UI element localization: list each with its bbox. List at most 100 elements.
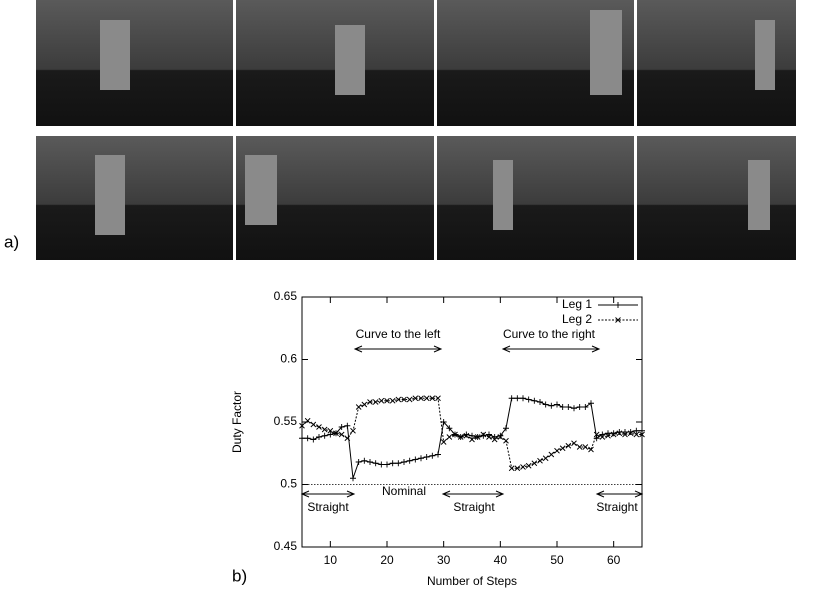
marker xyxy=(571,440,577,447)
marker xyxy=(486,434,492,440)
photo xyxy=(637,136,796,260)
panel-label: b) xyxy=(232,566,247,585)
marker xyxy=(582,444,589,450)
y-tick-label: 0.6 xyxy=(280,352,297,366)
marker xyxy=(474,434,481,440)
marker xyxy=(321,426,328,433)
marker xyxy=(469,432,475,439)
marker xyxy=(582,404,589,410)
x-tick-label: 40 xyxy=(494,553,508,567)
marker xyxy=(542,401,549,408)
marker xyxy=(316,424,322,430)
marker xyxy=(429,452,436,459)
marker xyxy=(548,402,555,409)
marker xyxy=(497,432,504,439)
marker xyxy=(554,447,560,454)
marker xyxy=(299,422,305,429)
marker xyxy=(316,434,322,440)
marker xyxy=(616,430,623,437)
marker xyxy=(593,431,600,438)
marker xyxy=(627,429,634,435)
marker xyxy=(457,434,464,440)
marker xyxy=(610,430,617,437)
marker xyxy=(338,431,345,438)
marker xyxy=(514,395,521,402)
marker xyxy=(610,431,617,438)
marker xyxy=(463,432,470,439)
marker xyxy=(588,400,594,407)
marker xyxy=(616,429,623,435)
arrow-head xyxy=(501,345,601,353)
marker xyxy=(503,437,509,444)
marker xyxy=(406,396,413,403)
y-axis-label: Duty Factor xyxy=(230,391,244,453)
arrow-head xyxy=(441,490,505,498)
x-tick-label: 50 xyxy=(550,553,564,567)
marker xyxy=(440,419,447,425)
annotation: Curve to the left xyxy=(356,327,441,341)
marker xyxy=(497,434,504,440)
marker xyxy=(599,434,606,440)
annotation: Curve to the right xyxy=(503,327,596,341)
photo xyxy=(36,136,233,260)
marker xyxy=(401,396,407,403)
robot xyxy=(493,160,513,230)
robot xyxy=(748,160,770,230)
marker xyxy=(372,460,379,467)
marker xyxy=(435,451,441,458)
marker xyxy=(633,431,640,438)
marker xyxy=(525,462,532,469)
marker xyxy=(520,395,526,402)
marker xyxy=(508,395,515,402)
marker xyxy=(344,435,351,442)
marker xyxy=(406,457,413,464)
photo-grid xyxy=(36,0,796,260)
marker xyxy=(559,445,566,452)
marker xyxy=(565,404,572,410)
marker xyxy=(548,451,555,458)
marker xyxy=(310,421,317,428)
marker xyxy=(605,432,611,439)
marker xyxy=(412,456,419,463)
x-tick-label: 20 xyxy=(380,553,394,567)
marker xyxy=(469,436,475,443)
marker xyxy=(520,464,526,470)
marker xyxy=(508,465,515,472)
marker xyxy=(299,435,305,442)
marker xyxy=(389,397,396,404)
marker xyxy=(446,434,453,440)
photo xyxy=(437,136,634,260)
marker xyxy=(350,427,356,434)
marker xyxy=(554,401,560,408)
marker xyxy=(395,460,402,467)
photo xyxy=(36,0,233,126)
marker xyxy=(593,435,600,442)
marker xyxy=(559,404,566,410)
robot xyxy=(95,155,125,235)
marker xyxy=(463,431,470,438)
y-tick-label: 0.55 xyxy=(274,414,298,428)
marker xyxy=(321,432,328,439)
marker xyxy=(423,454,430,460)
panel-label: a) xyxy=(4,232,19,251)
marker xyxy=(367,459,373,465)
marker xyxy=(384,461,390,468)
marker xyxy=(627,430,634,437)
marker xyxy=(542,455,549,462)
marker xyxy=(480,431,487,438)
marker xyxy=(639,431,645,438)
marker xyxy=(491,436,498,443)
marker xyxy=(446,425,453,432)
marker xyxy=(372,399,379,405)
marker xyxy=(350,475,356,482)
annotation: Straight xyxy=(307,500,349,514)
marker xyxy=(525,396,532,403)
marker xyxy=(401,459,407,465)
marker xyxy=(615,302,621,308)
marker xyxy=(435,395,441,402)
marker xyxy=(588,446,594,453)
marker xyxy=(531,397,538,404)
marker xyxy=(639,427,645,434)
marker xyxy=(327,431,334,438)
